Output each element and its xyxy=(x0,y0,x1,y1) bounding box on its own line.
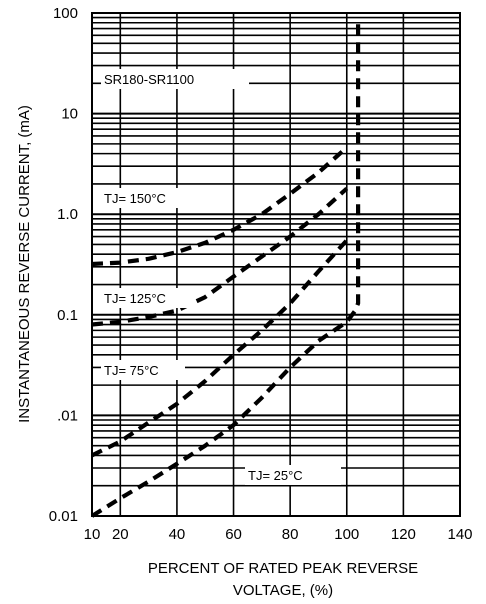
y-tick-label: 0.01 xyxy=(49,508,78,525)
annotation-box xyxy=(101,69,249,89)
y-tick-label: 10 xyxy=(61,106,78,123)
x-axis-title-line2: VOLTAGE, (%) xyxy=(233,582,333,599)
annotation-box xyxy=(101,188,193,208)
annotation-box xyxy=(101,288,193,308)
x-tick-label: 140 xyxy=(447,526,472,543)
annotation-label: SR180-SR1100 xyxy=(104,72,194,87)
annotation-label: TJ= 75°C xyxy=(104,363,159,378)
annotation-layer: SR180-SR1100 TJ= 150°C TJ= 125°C TJ= 75°C TJ… xyxy=(101,69,341,485)
x-tick-label: 40 xyxy=(169,526,186,543)
series-line xyxy=(91,145,349,267)
x-tick-label: 80 xyxy=(282,526,299,543)
x-tick-label: 10 xyxy=(84,526,101,543)
annotation-label: TJ= 125°C xyxy=(104,291,166,306)
y-axis-title: INSTANTANEOUS REVERSE CURRENT, (mA) xyxy=(16,105,33,423)
minor-gridlines xyxy=(92,16,460,487)
x-tick-label: 20 xyxy=(112,526,129,543)
x-axis-title-line1: PERCENT OF RATED PEAK REVERSE xyxy=(148,560,418,577)
y-axis-tick-labels: 0.01 .01 0.1 1.0 10 100 xyxy=(49,5,78,525)
plot-frame xyxy=(91,12,461,517)
annotation-label: TJ= 150°C xyxy=(104,191,166,206)
x-tick-label: 100 xyxy=(334,526,359,543)
y-tick-label: 1.0 xyxy=(57,206,78,223)
y-tick-label: 0.1 xyxy=(57,307,78,324)
annotation-box xyxy=(245,465,341,485)
series-line xyxy=(91,186,349,327)
series-layer xyxy=(90,17,361,518)
series-line xyxy=(91,238,349,458)
x-axis-tick-labels: 10 20 40 60 80 100 120 140 xyxy=(84,526,473,543)
x-tick-label: 60 xyxy=(225,526,242,543)
y-tick-label: .01 xyxy=(57,407,78,424)
x-tick-label: 120 xyxy=(391,526,416,543)
annotation-box xyxy=(101,360,185,380)
series-line xyxy=(90,17,361,518)
annotation-label: TJ= 25°C xyxy=(248,468,303,483)
y-tick-label: 100 xyxy=(53,5,78,22)
